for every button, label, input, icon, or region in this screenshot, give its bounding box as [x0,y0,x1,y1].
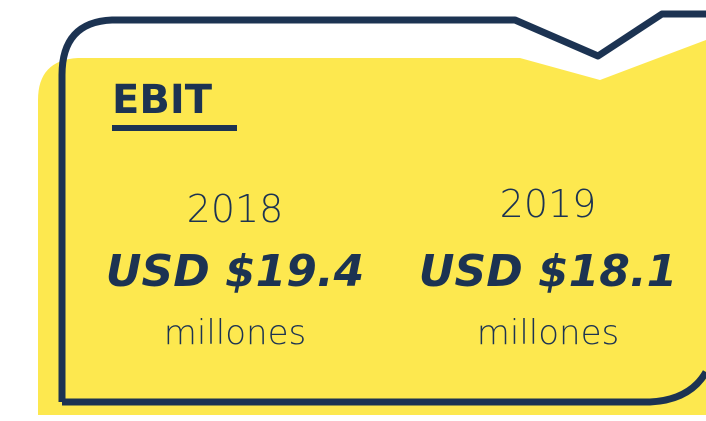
title-underline [112,125,237,131]
year: 2019 [500,182,597,226]
card-outline [58,10,706,406]
unit: millones [164,313,306,353]
card-title: EBIT [112,77,213,123]
unit: millones [477,313,619,353]
amount: USD $19.4 [106,246,364,297]
year: 2018 [187,187,284,231]
amount: USD $18.1 [419,246,677,297]
card-fill [38,40,706,415]
